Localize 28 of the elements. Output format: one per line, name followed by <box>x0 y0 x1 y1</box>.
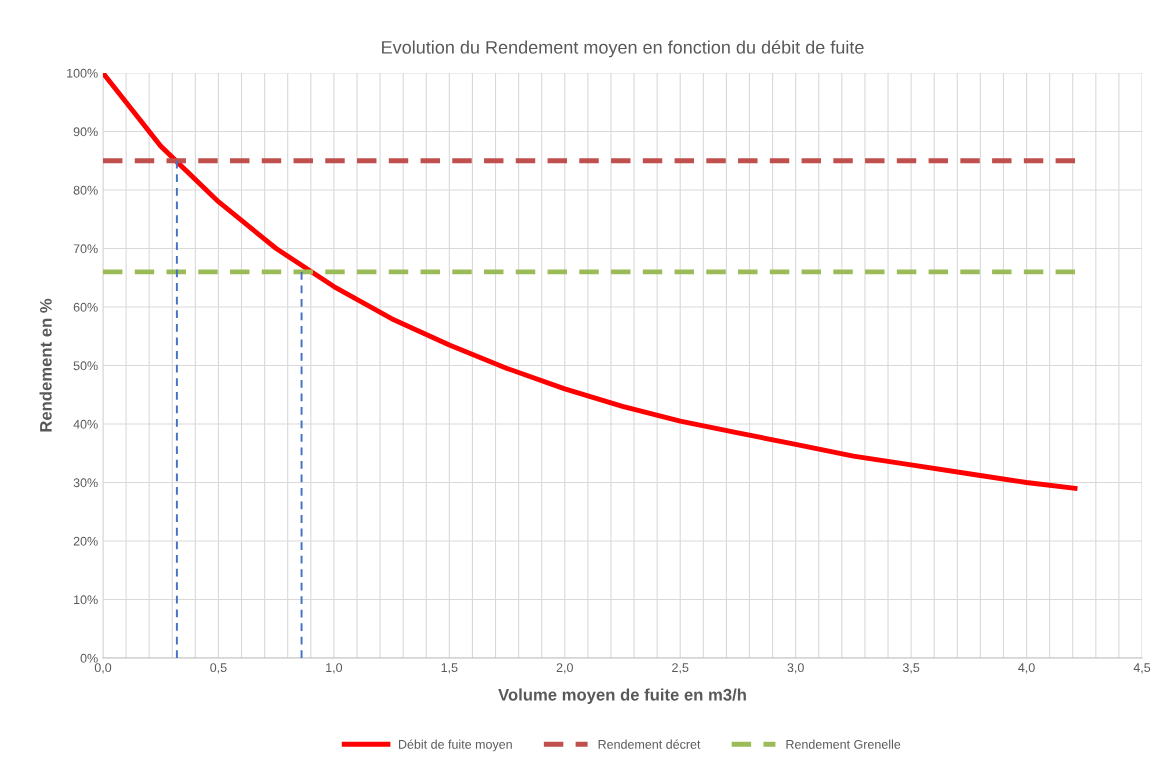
y-tick-label: 0% <box>80 653 98 663</box>
y-tick-label: 80% <box>73 185 98 195</box>
y-tick-label: 50% <box>73 361 98 371</box>
x-tick-label: 0,5 <box>210 663 227 674</box>
x-tick-label: 3,0 <box>787 663 804 674</box>
x-tick-label: 4,0 <box>1018 663 1035 674</box>
x-tick-label: 4,5 <box>1133 663 1151 674</box>
y-tick-label: 40% <box>73 419 98 429</box>
y-tick-label: 90% <box>73 127 98 137</box>
legend-label: Rendement Grenelle <box>786 739 901 749</box>
x-tick-label: 0,0 <box>94 663 112 674</box>
y-tick-label: 10% <box>74 595 98 605</box>
chart-title: Evolution du Rendement moyen en fonction du débit de fuite <box>382 40 864 58</box>
y-tick-label: 70% <box>73 244 98 254</box>
x-tick-label: 3,5 <box>902 663 920 674</box>
x-tick-label: 2,5 <box>672 663 689 674</box>
x-tick-label: 1,0 <box>326 663 343 674</box>
x-tick-label: 1,5 <box>441 663 458 674</box>
legend-label: Rendement décret <box>598 739 701 749</box>
y-axis-title: Rendement en % <box>39 298 52 432</box>
y-tick-label: 20% <box>73 536 98 546</box>
legend-label: Débit de fuite moyen <box>399 739 512 752</box>
y-tick-label: 60% <box>73 302 98 312</box>
x-tick-label: 2,0 <box>556 663 573 674</box>
line-series <box>103 73 1078 491</box>
x-axis-title: Volume moyen de fuite en m3/h <box>498 688 746 704</box>
y-tick-label: 30% <box>73 478 98 488</box>
y-tick-label: 100% <box>67 68 98 78</box>
